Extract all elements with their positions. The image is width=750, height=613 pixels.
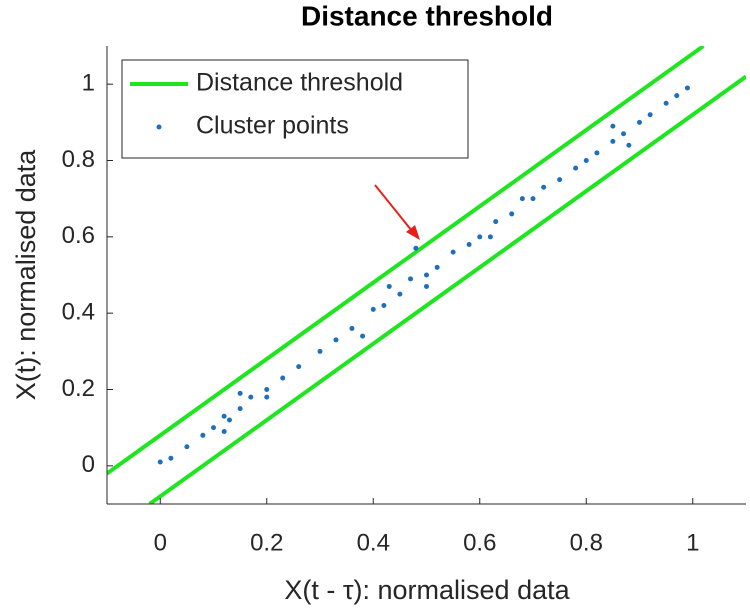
cluster-point	[434, 264, 440, 270]
x-tick-label: 0.4	[357, 529, 390, 556]
y-tick-label: 1	[82, 70, 95, 97]
cluster-point	[637, 119, 642, 125]
cluster-point	[573, 165, 579, 171]
y-tick-label: 0.8	[62, 146, 95, 173]
cluster-point	[684, 85, 690, 91]
cluster-point	[237, 406, 243, 412]
cluster-point	[493, 219, 499, 225]
y-tick-label: 0.2	[62, 375, 95, 402]
x-tick-label: 0.8	[570, 529, 603, 556]
plot-area	[107, 46, 746, 504]
cluster-point	[349, 325, 355, 331]
cluster-point	[211, 425, 216, 431]
cluster-point	[184, 444, 190, 450]
cluster-point	[168, 455, 174, 461]
cluster-point	[477, 234, 483, 240]
cluster-point	[360, 333, 366, 339]
cluster-point	[583, 158, 589, 163]
cluster-point	[370, 306, 376, 312]
cluster-point	[333, 337, 339, 343]
x-tick-label: 0.6	[463, 529, 496, 556]
cluster-point	[264, 394, 270, 400]
arrow-head	[406, 225, 420, 240]
cluster-point	[386, 283, 392, 289]
chart-title: Distance threshold	[301, 0, 553, 31]
cluster-point	[541, 184, 547, 190]
legend-label: Cluster points	[196, 112, 349, 140]
cluster-point	[381, 303, 387, 309]
cluster-point	[626, 142, 632, 148]
y-tick-label: 0.4	[62, 299, 95, 326]
x-tick-label: 0.2	[250, 529, 283, 556]
cluster-point	[647, 112, 653, 118]
legend: Distance threshold Cluster points	[121, 59, 469, 159]
cluster-point	[594, 150, 600, 156]
legend-box	[121, 59, 469, 159]
cluster-point	[663, 100, 669, 106]
cluster-point	[280, 375, 286, 381]
cluster-point	[317, 348, 323, 354]
cluster-point	[674, 93, 680, 99]
cluster-point	[424, 272, 429, 278]
cluster-point	[221, 428, 227, 434]
threshold-line	[107, 46, 746, 504]
cluster-point	[200, 432, 206, 438]
cluster-point	[221, 413, 227, 419]
y-tick-label: 0.6	[62, 222, 95, 249]
cluster-point	[424, 283, 429, 289]
cluster-point	[530, 196, 536, 202]
cluster-point	[610, 123, 616, 129]
legend-swatch	[156, 124, 162, 130]
legend-label: Distance threshold	[196, 69, 403, 97]
x-tick-label: 1	[686, 529, 699, 556]
cluster-point	[413, 245, 419, 251]
cluster-point	[157, 459, 163, 465]
x-axis-label: X(t - τ): normalised data	[284, 575, 570, 605]
cluster-point	[450, 249, 456, 255]
cluster-point	[226, 417, 232, 423]
cluster-point	[466, 241, 472, 247]
cluster-point	[397, 291, 403, 297]
cluster-point	[408, 276, 414, 282]
x-tick-label: 0	[154, 529, 167, 556]
y-axis-label: X(t): normalised data	[11, 149, 41, 401]
cluster-point	[621, 131, 627, 137]
cluster-point	[487, 234, 493, 240]
cluster-point	[264, 387, 270, 392]
cluster-point	[509, 211, 515, 217]
cluster-point	[296, 364, 302, 370]
y-tick-label: 0	[82, 451, 95, 478]
arrow-shaft	[374, 184, 413, 232]
axes: 0 0.2 0.4 0.6 0.8 1 0 0.2 0.4 0.6 0.8 1	[62, 46, 746, 556]
cluster-point	[557, 177, 563, 183]
annotation-arrow	[374, 184, 420, 240]
cluster-point	[248, 394, 254, 400]
cluster-point	[519, 196, 525, 202]
cluster-point	[610, 138, 616, 144]
cluster-point	[237, 390, 243, 396]
